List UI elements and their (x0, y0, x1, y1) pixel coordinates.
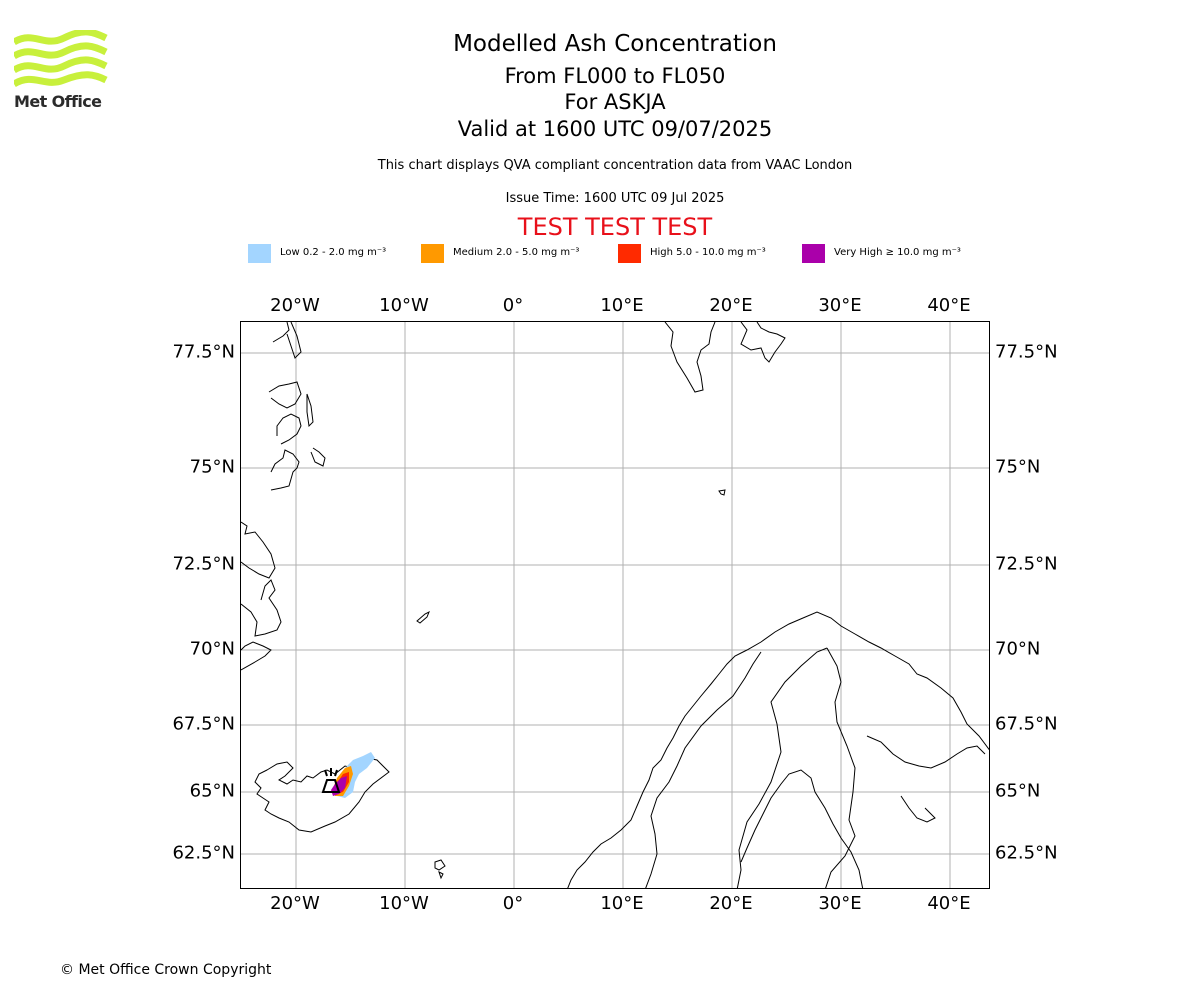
coast-bear-island (718, 489, 726, 496)
lat-label-left: 62.5°N (172, 842, 235, 864)
legend-label-high: High 5.0 - 10.0 mg m⁻³ (650, 247, 766, 258)
lat-label-left: 70°N (189, 638, 235, 660)
copyright-notice: © Met Office Crown Copyright (60, 962, 272, 978)
lat-label-right: 65°N (995, 780, 1041, 802)
lat-label-left: 67.5°N (172, 713, 235, 735)
lat-label-left: 72.5°N (172, 553, 235, 575)
border-norway-sweden (645, 651, 762, 888)
lon-label-bottom: 20°W (270, 893, 320, 914)
legend-swatch-high (618, 244, 641, 263)
coast-kola-white-sea (866, 735, 986, 823)
lon-label-top: 20°E (709, 295, 753, 316)
ash-map (241, 322, 989, 888)
flight-level-range: From FL000 to FL050 (504, 64, 726, 88)
lon-label-bottom: 30°E (818, 893, 862, 914)
lon-label-top: 20°W (270, 295, 320, 316)
border-finland-russia (825, 647, 856, 888)
chart-title: Modelled Ash Concentration (453, 31, 777, 57)
met-office-wave-logo-icon (14, 30, 108, 88)
coast-greenland (241, 322, 302, 671)
lon-label-bottom: 40°E (927, 893, 971, 914)
volcano-smoke-3 (334, 769, 338, 777)
compliance-note: This chart displays QVA compliant concen… (377, 158, 853, 173)
lon-label-top: 40°E (927, 295, 971, 316)
volcano-name: For ASKJA (564, 90, 666, 114)
lat-label-left: 77.5°N (172, 341, 235, 363)
map-frame[interactable] (240, 321, 990, 889)
lat-label-right: 67.5°N (995, 713, 1058, 735)
lat-label-right: 62.5°N (995, 842, 1058, 864)
lon-label-bottom: 10°E (600, 893, 644, 914)
lat-label-right: 72.5°N (995, 553, 1058, 575)
legend-label-very-high: Very High ≥ 10.0 mg m⁻³ (834, 247, 961, 258)
coast-faroe (434, 859, 446, 880)
legend-label-medium: Medium 2.0 - 5.0 mg m⁻³ (453, 247, 580, 258)
lat-label-left: 65°N (189, 780, 235, 802)
lon-label-top: 10°W (379, 295, 429, 316)
lat-label-right: 77.5°N (995, 341, 1058, 363)
lon-label-top: 0° (502, 295, 524, 316)
met-office-logo: Met Office (14, 30, 109, 112)
lon-label-bottom: 0° (502, 893, 524, 914)
volcano-smoke-1 (324, 769, 328, 777)
map-grid (241, 322, 989, 888)
met-office-wordmark: Met Office (14, 92, 102, 111)
lon-label-top: 10°E (600, 295, 644, 316)
border-sweden-finland (736, 647, 828, 888)
coast-iceland (254, 757, 390, 833)
test-banner: TEST TEST TEST (517, 213, 713, 241)
lon-label-bottom: 20°E (709, 893, 753, 914)
lon-label-top: 30°E (818, 295, 862, 316)
lat-label-right: 75°N (995, 456, 1041, 478)
coast-greenland-ne (286, 322, 326, 467)
coast-jan-mayen (416, 610, 430, 624)
lon-label-bottom: 10°W (379, 893, 429, 914)
volcano-cone (321, 779, 341, 793)
lat-label-left: 75°N (189, 456, 235, 478)
legend-label-low: Low 0.2 - 2.0 mg m⁻³ (280, 247, 387, 258)
legend-swatch-very-high (802, 244, 825, 263)
coast-gulf-of-bothnia (740, 769, 864, 888)
legend-swatch-low (248, 244, 271, 263)
valid-time: Valid at 1600 UTC 09/07/2025 (457, 117, 773, 141)
coast-scandinavia (567, 611, 989, 888)
coast-svalbard (664, 322, 786, 393)
lat-label-right: 70°N (995, 638, 1041, 660)
coastlines (241, 322, 989, 888)
issue-time: Issue Time: 1600 UTC 09 Jul 2025 (505, 191, 725, 206)
volcano-icon[interactable] (321, 768, 341, 793)
legend-swatch-medium (421, 244, 444, 263)
